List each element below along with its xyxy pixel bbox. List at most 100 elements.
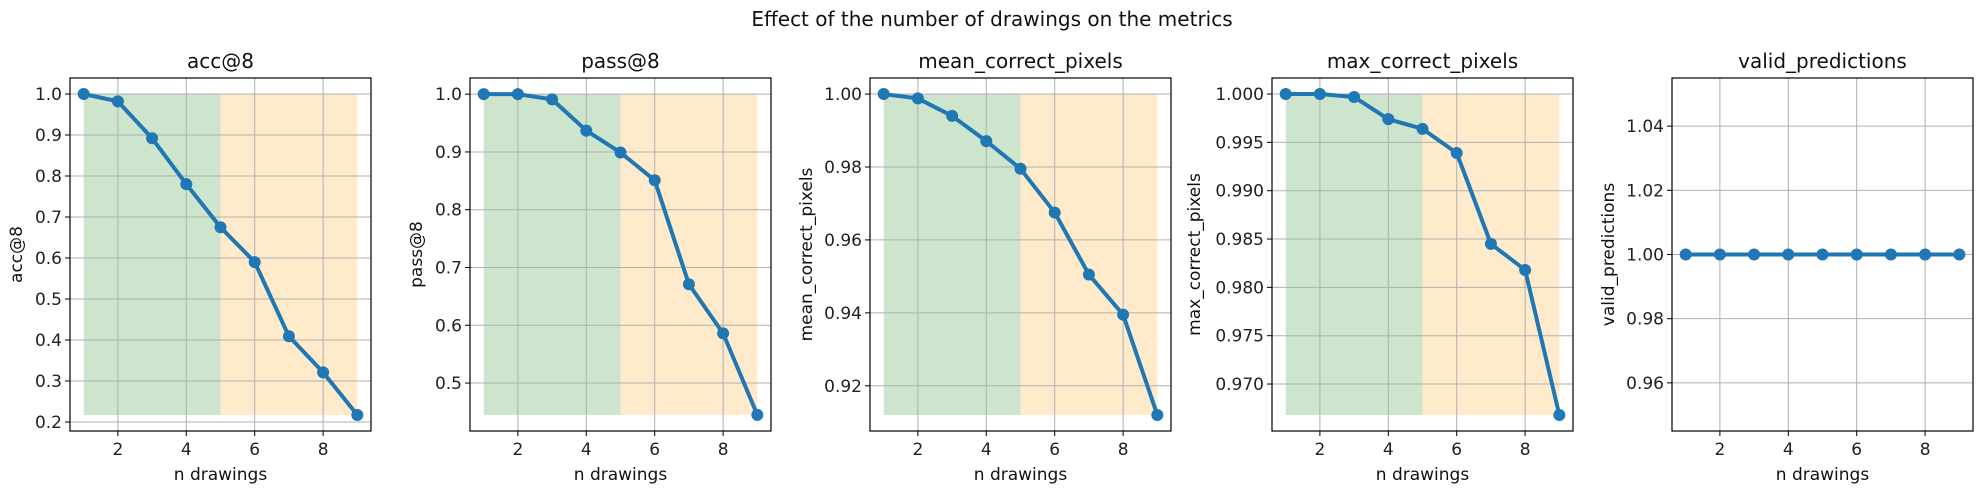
y-tick-label: 0.990 bbox=[1215, 182, 1264, 202]
axes-frame bbox=[1271, 77, 1574, 432]
data-point bbox=[946, 109, 959, 122]
data-point bbox=[111, 95, 124, 108]
x-tick-label: 6 bbox=[649, 440, 660, 460]
data-point bbox=[1713, 248, 1726, 261]
x-axis-label: n drawings bbox=[974, 465, 1068, 485]
data-point bbox=[477, 88, 490, 101]
y-axis-label: acc@8 bbox=[7, 226, 27, 283]
subplot-title: valid_predictions bbox=[1738, 49, 1907, 73]
data-point bbox=[1117, 308, 1130, 321]
y-tick-label: 0.94 bbox=[824, 304, 862, 324]
data-point bbox=[511, 88, 524, 101]
y-tick-label: 0.6 bbox=[435, 316, 462, 336]
y-tick-label: 0.980 bbox=[1215, 278, 1264, 298]
data-point bbox=[1382, 113, 1395, 126]
data-point bbox=[1416, 122, 1429, 135]
data-point bbox=[1748, 248, 1761, 261]
y-tick-label: 0.985 bbox=[1215, 230, 1264, 250]
y-tick-label: 0.975 bbox=[1215, 327, 1264, 347]
data-point bbox=[248, 256, 261, 269]
x-axis-label: n drawings bbox=[1776, 465, 1870, 485]
x-tick-label: 8 bbox=[1118, 440, 1129, 460]
y-tick-label: 1.02 bbox=[1626, 181, 1664, 201]
x-tick-label: 8 bbox=[318, 440, 329, 460]
y-tick-label: 1.0 bbox=[35, 85, 62, 105]
data-point bbox=[1679, 248, 1692, 261]
data-point bbox=[1450, 147, 1463, 160]
data-point bbox=[214, 221, 227, 234]
subplot-title: acc@8 bbox=[187, 49, 254, 73]
axes-frame bbox=[1671, 77, 1974, 432]
y-tick-label: 0.970 bbox=[1215, 375, 1264, 395]
data-point bbox=[717, 327, 730, 340]
orange-band bbox=[220, 93, 358, 416]
data-point bbox=[1782, 248, 1795, 261]
data-point bbox=[580, 124, 593, 137]
y-tick-label: 0.92 bbox=[824, 377, 862, 397]
x-tick-label: 2 bbox=[112, 440, 123, 460]
x-tick-label: 6 bbox=[1851, 440, 1862, 460]
y-axis-label: pass@8 bbox=[407, 221, 427, 288]
y-tick-label: 0.9 bbox=[435, 143, 462, 163]
x-tick-label: 8 bbox=[1920, 440, 1931, 460]
subplot-max-correct-pixels: 2 4 6 8 0.970 0.975 0.980 0.985 0.990 0.995 1.000 m… bbox=[1185, 49, 1574, 485]
green-band bbox=[83, 93, 221, 416]
data-point bbox=[1279, 88, 1292, 101]
orange-band bbox=[1020, 94, 1158, 415]
y-tick-label: 0.96 bbox=[1626, 374, 1664, 394]
data-point bbox=[282, 330, 295, 343]
data-point bbox=[317, 366, 330, 379]
x-tick-label: 4 bbox=[581, 440, 592, 460]
green-band bbox=[483, 94, 621, 415]
subplot-acc-8: 2 4 6 8 0.2 0.3 0.4 0.5 0.6 0.7 0.8 0.9 1.0 acc@8 n dr… bbox=[7, 49, 372, 485]
data-point bbox=[1953, 248, 1966, 261]
data-point bbox=[1816, 248, 1829, 261]
axes-frame bbox=[469, 77, 772, 432]
data-point bbox=[682, 278, 695, 291]
subplot-valid-predictions: 2 4 6 8 0.96 0.98 1.00 1.02 1.04 valid_prediction… bbox=[1599, 49, 1974, 485]
subplot-title: pass@8 bbox=[581, 49, 660, 73]
y-axis-label: valid_predictions bbox=[1599, 183, 1619, 327]
y-tick-label: 0.4 bbox=[35, 331, 62, 351]
data-point bbox=[1519, 263, 1532, 276]
y-tick-label: 1.00 bbox=[1626, 246, 1664, 266]
data-point bbox=[648, 174, 661, 187]
y-tick-label: 0.6 bbox=[35, 249, 62, 269]
y-tick-label: 0.8 bbox=[35, 167, 62, 187]
data-point bbox=[180, 178, 193, 191]
axes-frame bbox=[69, 77, 372, 432]
x-axis-label: n drawings bbox=[174, 465, 268, 485]
y-tick-label: 1.00 bbox=[824, 85, 862, 105]
x-tick-label: 2 bbox=[912, 440, 923, 460]
y-tick-label: 0.995 bbox=[1215, 133, 1264, 153]
x-tick-label: 2 bbox=[512, 440, 523, 460]
y-axis-label: max_correct_pixels bbox=[1185, 173, 1205, 336]
subplot-mean-correct-pixels: 2 4 6 8 0.92 0.94 0.96 0.98 1.00 mean_correct_pix… bbox=[797, 49, 1172, 485]
data-point bbox=[1048, 206, 1061, 219]
y-tick-label: 0.8 bbox=[435, 201, 462, 221]
axes-frame bbox=[869, 77, 1172, 432]
x-axis-label: n drawings bbox=[574, 465, 668, 485]
data-point bbox=[911, 92, 924, 105]
data-point bbox=[1082, 268, 1095, 281]
y-tick-label: 0.2 bbox=[35, 413, 62, 433]
data-point bbox=[77, 87, 90, 100]
x-tick-label: 4 bbox=[1383, 440, 1394, 460]
x-tick-label: 8 bbox=[1520, 440, 1531, 460]
figure-suptitle: Effect of the number of drawings on the … bbox=[751, 7, 1232, 31]
y-tick-label: 0.98 bbox=[1626, 310, 1664, 330]
y-tick-label: 0.98 bbox=[824, 158, 862, 178]
x-tick-label: 2 bbox=[1314, 440, 1325, 460]
data-point bbox=[546, 93, 559, 106]
x-tick-label: 4 bbox=[1783, 440, 1794, 460]
x-tick-label: 4 bbox=[181, 440, 192, 460]
x-tick-label: 2 bbox=[1714, 440, 1725, 460]
data-point bbox=[614, 146, 627, 159]
data-point bbox=[1484, 237, 1497, 250]
y-tick-label: 0.9 bbox=[35, 126, 62, 146]
green-band bbox=[1285, 94, 1423, 415]
y-tick-label: 0.7 bbox=[435, 258, 462, 278]
x-axis-label: n drawings bbox=[1376, 465, 1470, 485]
y-tick-label: 0.96 bbox=[824, 231, 862, 251]
y-tick-label: 0.5 bbox=[35, 290, 62, 310]
